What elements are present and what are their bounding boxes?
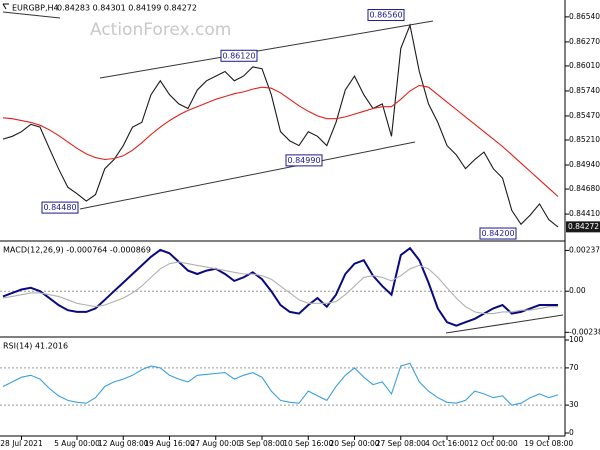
x-tick-label: 27 Aug 00:00: [190, 439, 241, 448]
y-tick-label: 0: [569, 428, 574, 437]
y-tick-label: 70: [569, 363, 579, 372]
y-tick-label: 100: [569, 335, 584, 344]
y-tick-label: 0.00237: [569, 245, 600, 254]
x-tick-label: 20 Sep 00:00: [329, 439, 379, 448]
x-tick-label: 10 Sep 16:00: [283, 439, 333, 448]
current-price-label: 0.84272: [568, 222, 599, 231]
panel-title: RSI(14) 41.2016: [3, 342, 68, 351]
indicator-line: [2, 261, 558, 315]
y-tick-label: 0.85740: [569, 86, 600, 95]
indicator-line: [2, 84, 559, 197]
price-label: 0.86120: [222, 51, 255, 60]
x-tick-label: 19 Oct 08:00: [524, 439, 573, 448]
y-tick-label: -0.002387: [569, 327, 600, 336]
current-price-tag: [566, 221, 600, 233]
trend-line: [99, 20, 434, 79]
price-box: [41, 201, 79, 214]
x-tick-label: 27 Sep 08:00: [376, 439, 426, 448]
symbol-icon: [2, 3, 9, 10]
y-tick-label: 0.00: [569, 286, 586, 295]
price-box: [367, 9, 405, 22]
indicator-line: [2, 362, 559, 406]
x-tick-label: 12 Aug 08:00: [98, 439, 149, 448]
x-tick-label: 4 Oct 16:00: [425, 439, 469, 448]
price-label: 0.86560: [369, 11, 402, 20]
price-line: [2, 23, 559, 228]
x-tick-label: 12 Oct 00:00: [469, 439, 518, 448]
trend-line: [79, 141, 416, 210]
y-tick-label: 0.86010: [569, 61, 600, 70]
trend-line: [445, 314, 564, 334]
price-label: 0.84480: [43, 203, 76, 212]
x-tick-label: 5 Aug 00:00: [54, 439, 100, 448]
y-tick-label: 0.86540: [569, 12, 600, 21]
x-tick-label: 28 Jul 2021: [0, 439, 43, 448]
x-tick-label: 19 Aug 16:00: [144, 439, 195, 448]
price-box: [285, 154, 323, 167]
price-box: [479, 227, 517, 240]
price-label: 0.84990: [287, 156, 320, 165]
price-box: [220, 49, 258, 62]
price-label: 0.84200: [481, 229, 514, 238]
chart-title: EURGBP,H4: [12, 4, 59, 13]
y-tick-label: 30: [569, 400, 579, 409]
indicator-line: [2, 246, 558, 327]
chart-subtitle: 0.84283 0.84301 0.84199 0.84272: [57, 4, 197, 13]
y-tick-label: 0.84410: [569, 209, 600, 218]
watermark: ActionForex.com: [90, 20, 231, 40]
y-tick-label: 0.84680: [569, 184, 600, 193]
y-tick-label: 0.85210: [569, 135, 600, 144]
y-tick-label: 0.84940: [569, 160, 600, 169]
x-tick-label: 3 Sep 08:00: [239, 439, 285, 448]
y-tick-label: 0.86270: [569, 37, 600, 46]
panel-title: MACD(12,26,9) -0.000764 -0.000869: [3, 246, 151, 255]
y-tick-label: 0.85470: [569, 111, 600, 120]
trend-line: [2, 11, 61, 19]
